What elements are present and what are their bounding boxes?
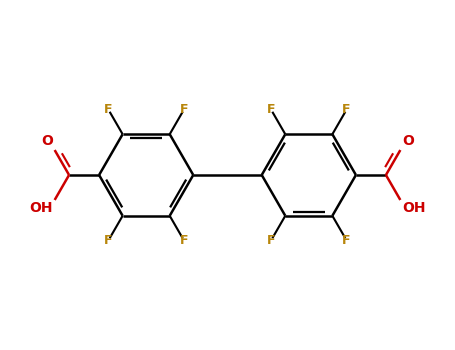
Text: F: F (342, 234, 351, 247)
Text: OH: OH (403, 201, 426, 215)
Text: F: F (104, 234, 113, 247)
Text: F: F (267, 234, 275, 247)
Text: F: F (342, 103, 351, 116)
Text: O: O (402, 134, 414, 148)
Text: F: F (104, 103, 113, 116)
Text: O: O (41, 134, 53, 148)
Text: OH: OH (29, 201, 52, 215)
Text: F: F (267, 103, 275, 116)
Text: F: F (180, 234, 188, 247)
Text: F: F (180, 103, 188, 116)
